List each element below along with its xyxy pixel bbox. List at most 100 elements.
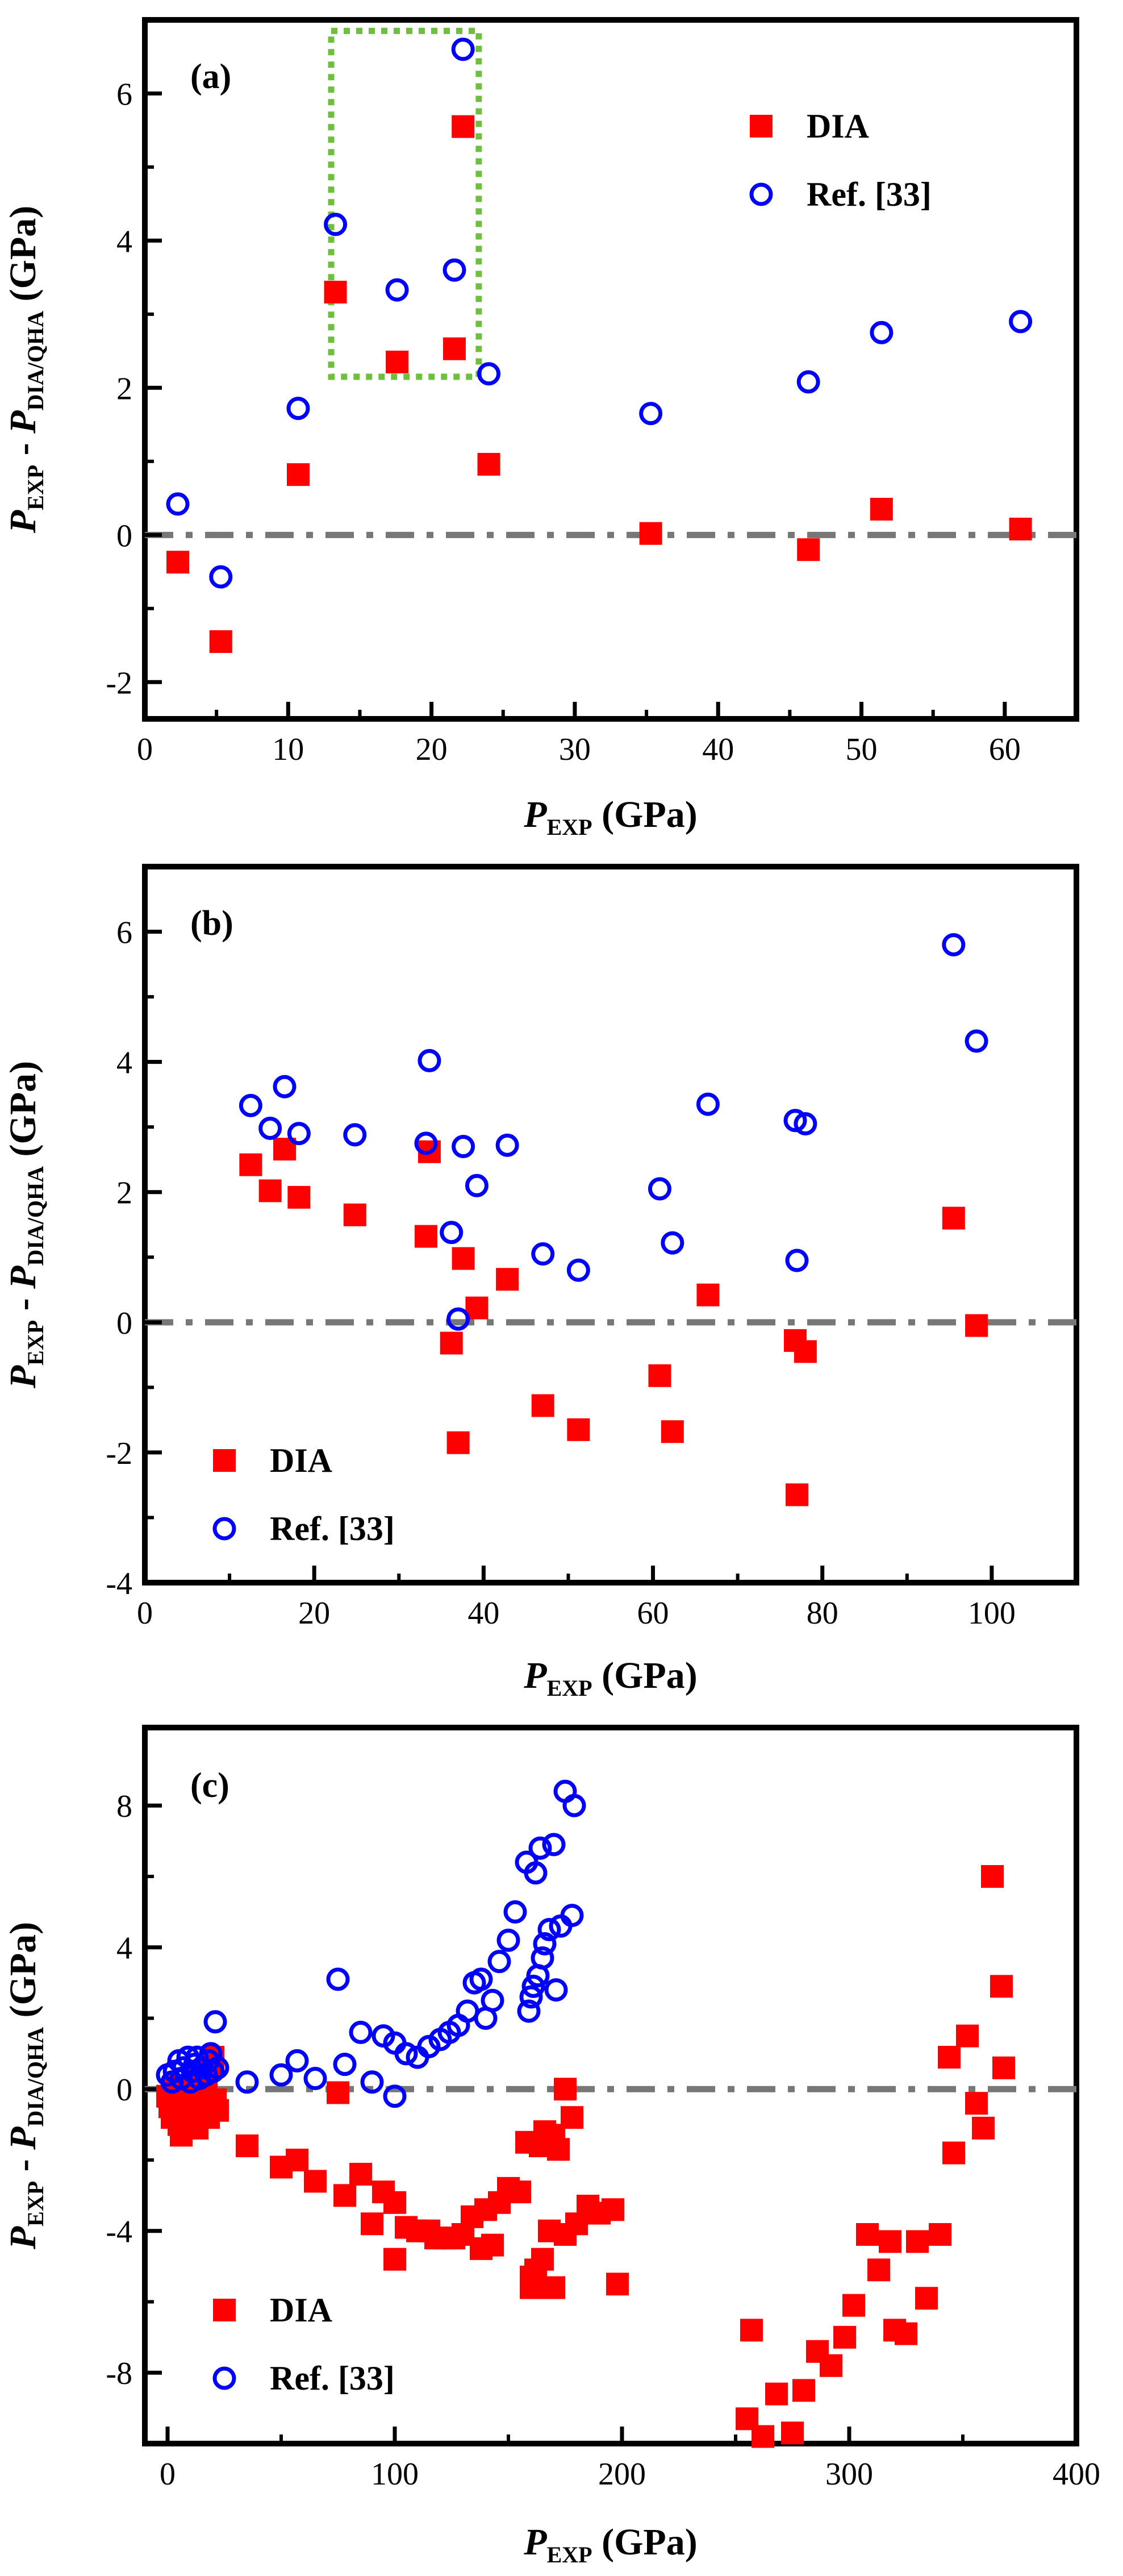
data-point-square (895, 2322, 917, 2345)
data-point-square (696, 1283, 720, 1306)
data-point-circle (360, 2070, 384, 2094)
series-dia (239, 1138, 988, 1507)
data-point-square (477, 453, 500, 476)
data-point-square (879, 2230, 901, 2253)
y-tick-label: 8 (116, 1789, 132, 1824)
x-tick-label: 0 (137, 1596, 153, 1631)
data-point-circle (469, 1967, 493, 1991)
data-point-circle (537, 1918, 561, 1942)
y-tick-label: 0 (116, 2073, 132, 2108)
y-tick-label: -2 (106, 1436, 132, 1471)
data-point-square (324, 281, 347, 304)
data-point-square (752, 2425, 774, 2448)
data-point-circle (531, 1242, 555, 1266)
data-point-circle (269, 2063, 293, 2087)
x-axis-title: PEXP (GPa) (523, 2521, 697, 2567)
legend-label: Ref. [33] (807, 176, 932, 213)
data-point-circle (465, 1173, 489, 1197)
legend-marker-circle (212, 1517, 236, 1541)
data-point-square (327, 2081, 349, 2104)
data-point-square (956, 2024, 979, 2048)
data-point-square (481, 2233, 504, 2257)
data-point-square (972, 2116, 995, 2140)
x-tick-label: 100 (371, 2457, 419, 2492)
data-point-circle (487, 1950, 511, 1974)
y-tick-label: 4 (116, 1046, 132, 1081)
y-tick-label: 4 (116, 224, 132, 259)
legend-marker-circle (212, 2366, 236, 2390)
data-point-square (554, 2078, 577, 2101)
data-point-square (209, 630, 232, 654)
data-point-square (531, 1394, 554, 1417)
data-point-circle (273, 1075, 297, 1098)
data-point-circle (648, 1177, 671, 1201)
data-point-circle (235, 2070, 259, 2094)
data-point-square (661, 1420, 684, 1443)
data-point-circle (324, 213, 348, 236)
plot-frame (142, 1725, 1079, 2446)
data-point-circle (495, 1133, 519, 1157)
data-point-circle (349, 2020, 373, 2044)
data-point-square (842, 2294, 865, 2317)
y-tick-label: 4 (116, 1931, 132, 1966)
data-point-circle (417, 2034, 441, 2058)
data-point-circle (533, 1932, 557, 1955)
legend-marker-circle (749, 182, 773, 206)
data-point-square (786, 1483, 808, 1507)
data-point-square (867, 2258, 890, 2282)
data-point-square (606, 2273, 629, 2296)
data-point-square (496, 1268, 519, 1291)
data-point-circle (371, 2024, 395, 2048)
data-point-square (820, 2354, 842, 2377)
x-tick-label: 40 (467, 1596, 499, 1631)
panel-label: (a) (190, 57, 231, 96)
data-point-square (361, 2212, 383, 2236)
data-point-square (1009, 517, 1032, 540)
data-point-square (304, 2170, 327, 2193)
data-point-circle (562, 1793, 586, 1817)
data-point-circle (383, 2084, 407, 2108)
data-point-square (856, 2223, 879, 2246)
legend-label: DIA (270, 1442, 332, 1479)
data-point-circle (517, 1999, 541, 2023)
data-point-square (383, 2191, 406, 2214)
x-axis-title: PEXP (GPa) (523, 794, 697, 840)
data-point-square (383, 2248, 406, 2271)
x-tick-label: 10 (272, 732, 304, 767)
data-point-square (797, 538, 820, 561)
data-point-circle (503, 1900, 527, 1924)
x-tick-label: 50 (846, 732, 878, 767)
x-tick-label: 200 (598, 2457, 646, 2492)
data-point-square (740, 2319, 763, 2342)
data-point-circle (343, 1123, 367, 1147)
data-point-square (236, 2134, 258, 2158)
data-point-square (942, 1206, 965, 1230)
data-point-square (965, 1314, 988, 1337)
legend: DIA Ref. [33] (212, 1442, 395, 1547)
panel-label: (c) (190, 1766, 229, 1805)
data-point-circle (185, 2045, 209, 2069)
data-point-square (386, 351, 409, 374)
y-tick-label: -4 (106, 1566, 132, 1601)
y-tick-label: -4 (106, 2215, 132, 2250)
data-point-circle (442, 258, 466, 282)
data-point-square (915, 2287, 938, 2310)
data-point-square (343, 1203, 366, 1226)
data-point-circle (203, 2010, 227, 2034)
x-tick-label: 60 (637, 1596, 669, 1631)
data-point-circle (496, 1928, 520, 1952)
data-point-circle (239, 1093, 262, 1117)
y-tick-label: 0 (116, 1306, 132, 1341)
data-point-circle (414, 1131, 438, 1155)
data-point-square (414, 1225, 437, 1248)
data-point-circle (287, 1122, 311, 1146)
legend-marker-square (213, 2299, 236, 2321)
x-tick-label: 300 (825, 2457, 873, 2492)
data-point-circle (418, 1048, 441, 1072)
legend-label: DIA (270, 2291, 332, 2329)
data-point-square (929, 2223, 951, 2246)
data-point-circle (206, 2056, 229, 2080)
data-point-square (906, 2230, 929, 2253)
data-point-circle (258, 1116, 282, 1140)
data-point-square (639, 522, 662, 545)
